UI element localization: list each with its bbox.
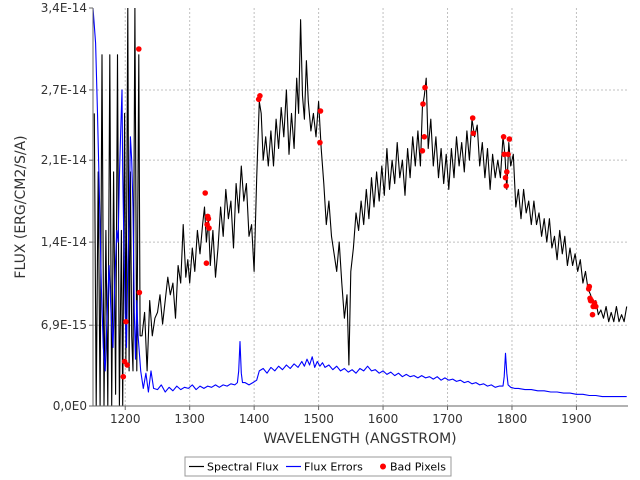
x-tick-label: 1400	[239, 412, 270, 426]
bad-pixel-point	[586, 283, 593, 290]
legend: Spectral Flux Flux Errors Bad Pixels	[184, 456, 452, 477]
bad-pixel-point	[203, 260, 210, 267]
bad-pixel-point	[206, 225, 212, 231]
bad-pixel-point	[419, 148, 426, 154]
x-tick-label: 1500	[303, 412, 334, 426]
bad-pixel-point	[120, 373, 127, 380]
series-layer	[93, 8, 628, 406]
plot-frame	[92, 8, 628, 407]
bad-pixel-point	[502, 174, 509, 181]
x-axis-title: WAVELENGTH (ANGSTROM)	[263, 431, 456, 447]
x-tick-label: 1900	[561, 412, 592, 426]
bad-pixel-point	[470, 130, 477, 137]
bad-pixel-point	[421, 134, 428, 140]
y-tick-label: 3,4E-14	[41, 1, 87, 15]
bad-pixel-point	[420, 101, 426, 107]
bad-pixel-point	[505, 151, 511, 158]
bad-pixel-point	[593, 303, 599, 310]
x-tick-label: 1600	[368, 412, 399, 426]
bad-pixel-point	[205, 215, 212, 222]
series-line-flux-errors	[93, 8, 627, 398]
bad-pixel-point	[136, 46, 142, 52]
x-tick-label: 1800	[497, 412, 528, 426]
legend-box	[184, 456, 452, 477]
x-tick-label: 1700	[432, 412, 463, 426]
y-tick-label: 0,0E0	[53, 399, 87, 413]
y-axis-title: FLUX (ERG/CM2/S/A)	[13, 135, 29, 278]
bad-pixel-point	[506, 136, 513, 142]
bad-pixel-point	[202, 190, 208, 196]
bad-pixel-point	[422, 84, 428, 91]
bad-pixel-point	[124, 362, 130, 368]
series-line-spectral-flux	[93, 8, 628, 406]
bad-pixel-point	[257, 93, 263, 99]
x-tick-label: 1200	[110, 412, 141, 426]
legend-label-bad-pixels: Bad Pixels	[390, 461, 446, 474]
y-tick-label: 2,1E-14	[41, 153, 87, 167]
y-axis-ticks: 0,0E0 6,9E-15 1,4E-14 2,1E-14 2,7E-14 3,4E-14	[41, 1, 93, 413]
bad-pixel-point	[469, 115, 476, 121]
bad-pixel-point	[501, 151, 508, 158]
legend-label-flux-errors: Flux Errors	[304, 461, 363, 474]
y-tick-label: 1,4E-14	[41, 235, 87, 249]
bad-pixel-point	[500, 134, 507, 140]
x-tick-label: 1300	[174, 412, 205, 426]
y-tick-label: 6,9E-15	[41, 318, 87, 332]
bad-pixel-point	[123, 318, 129, 325]
bad-pixel-point	[317, 139, 323, 146]
bad-pixel-point	[503, 183, 510, 189]
y-tick-label: 2,7E-14	[41, 83, 87, 97]
legend-label-spectral-flux: Spectral Flux	[207, 461, 279, 474]
bad-pixel-point	[504, 169, 510, 175]
bad-pixel-point	[589, 311, 596, 318]
legend-swatch-bad-pixels	[380, 463, 386, 470]
bad-pixel-point	[136, 289, 143, 296]
bad-pixel-point	[317, 108, 324, 114]
x-axis-ticks: 1200 1300 1400 1500 1600 1700 1800 1900	[110, 406, 592, 426]
